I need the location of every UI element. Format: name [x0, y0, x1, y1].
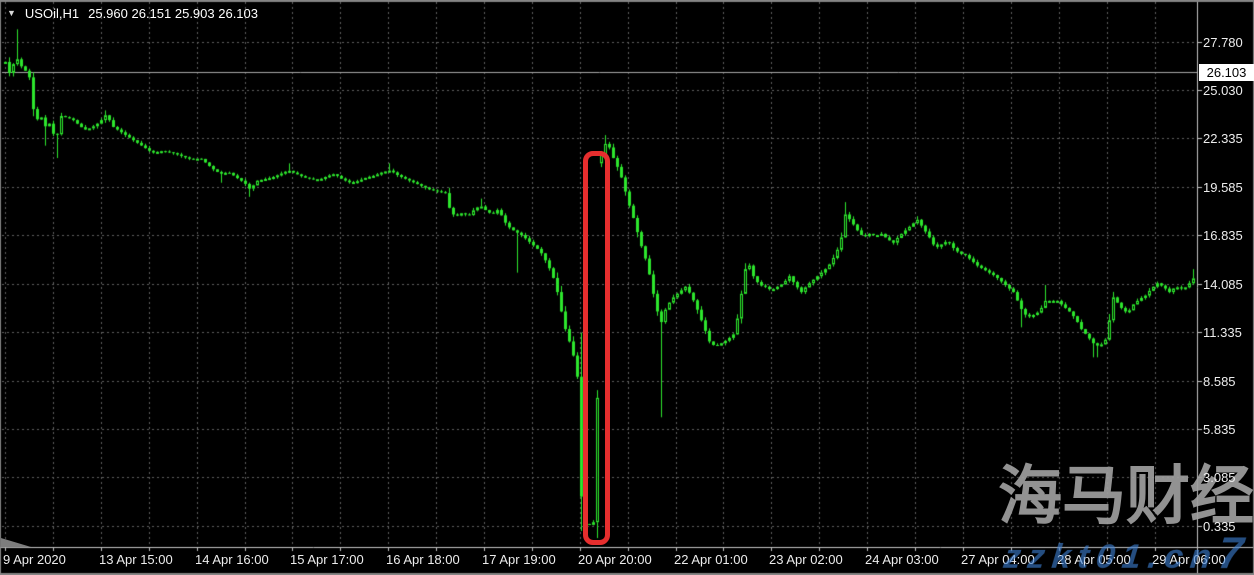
price-axis-label: 22.335	[1203, 131, 1243, 147]
price-axis-label: 16.835	[1203, 228, 1243, 243]
time-axis-label: 15 Apr 17:00	[290, 552, 364, 567]
symbol-period-label: USOil,H1	[24, 6, 80, 21]
time-axis-label: 9 Apr 2020	[3, 552, 66, 567]
watermark-text-cn: 海马财经	[998, 460, 1254, 532]
watermark-site-mark: 7	[1215, 529, 1246, 575]
price-axis-label: 3.085	[1203, 470, 1236, 486]
price-axis-label: 5.835	[1203, 422, 1236, 437]
highlight-rectangle[interactable]	[583, 151, 610, 545]
time-axis-label: 28 Apr 05:00	[1057, 552, 1131, 567]
time-axis-label: 27 Apr 04:00	[961, 552, 1035, 567]
time-axis-label: 23 Apr 02:00	[769, 552, 843, 567]
time-axis-label: 14 Apr 16:00	[195, 552, 269, 567]
watermark-site-url: zzkt01.cn	[1001, 538, 1221, 575]
price-axis-label: 25.030	[1203, 83, 1243, 99]
time-axis-label: 20 Apr 20:00	[578, 552, 652, 567]
time-axis-label: 29 Apr 06:00	[1152, 552, 1226, 567]
time-axis-label: 24 Apr 03:00	[865, 552, 939, 567]
time-axis-label: 17 Apr 19:00	[482, 552, 556, 567]
price-axis-label: 14.085	[1203, 276, 1243, 292]
watermark-site-text: zzkt01.cn7	[1001, 529, 1246, 575]
corner-triangle-icon	[1, 538, 31, 547]
time-axis-label: 22 Apr 01:00	[674, 552, 748, 567]
price-axis-label: 27.780	[1203, 35, 1243, 50]
ohlc-quote-label: 25.960 26.151 25.903 26.103	[88, 6, 258, 21]
symbol-quote-bar: ▼ USOil,H1 25.960 26.151 25.903 26.103	[7, 6, 258, 21]
price-axis-label: 8.585	[1203, 373, 1236, 389]
current-price-tag: 26.103	[1199, 63, 1254, 81]
price-axis-label: 0.335	[1203, 518, 1236, 534]
time-axis-label: 13 Apr 15:00	[99, 552, 173, 567]
time-axis-label: 16 Apr 18:00	[386, 552, 460, 567]
price-axis-label: 19.585	[1203, 179, 1243, 195]
price-axis-label: 11.335	[1203, 325, 1242, 340]
symbol-marker-icon: ▼	[7, 8, 16, 18]
